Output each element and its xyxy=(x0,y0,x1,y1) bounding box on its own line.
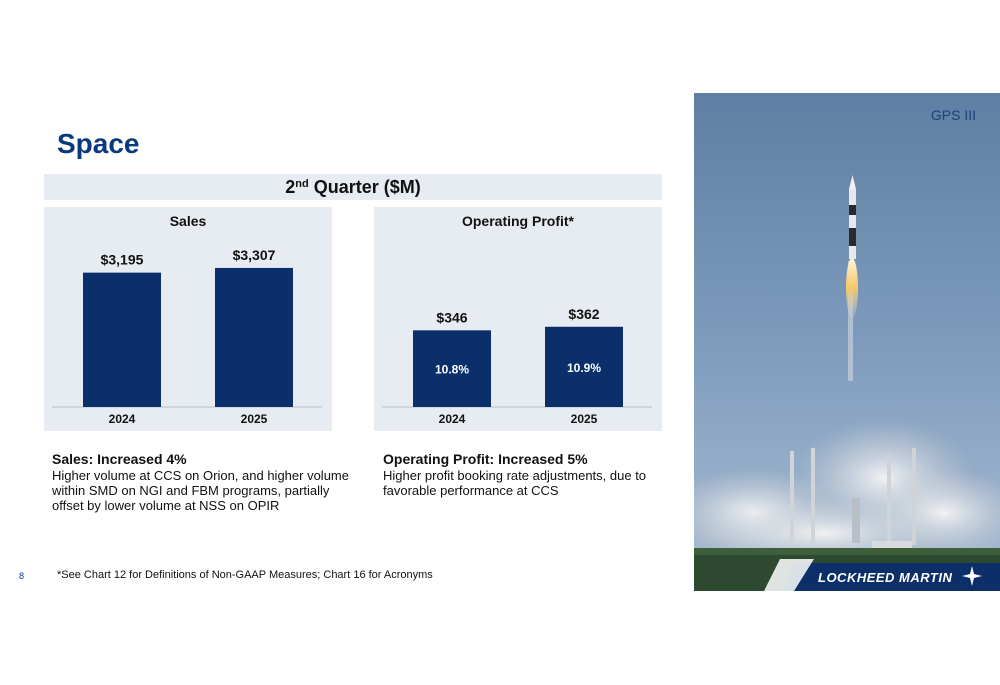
sales-commentary-heading: Sales: Increased 4% xyxy=(52,451,187,467)
chart-title: Sales xyxy=(170,213,207,229)
operating-profit-chart-panel: Operating Profit* $346 10.8% 2024 $362 10.9% 2… xyxy=(374,207,662,431)
operating-profit-chart: Operating Profit* $346 10.8% 2024 $362 10.9% 2… xyxy=(382,213,652,426)
quarter-ordinal-suffix: nd xyxy=(295,178,309,190)
value-label: $3,195 xyxy=(101,252,144,268)
bar-2024 xyxy=(83,272,161,407)
page-title: Space xyxy=(57,128,140,159)
category-label: 2024 xyxy=(109,412,136,426)
sales-commentary-body: Higher volume at CCS on Orion, and highe… xyxy=(52,468,349,513)
category-label: 2025 xyxy=(241,412,268,426)
profit-commentary: Operating Profit: Increased 5% Higher pr… xyxy=(383,451,653,498)
sales-chart-panel: Sales $3,195 2024 $3,307 2025 xyxy=(44,207,332,431)
bar-2025 xyxy=(545,326,623,407)
quarter-number: 2 xyxy=(285,177,296,197)
value-label: $362 xyxy=(568,306,599,322)
page-number: 8 xyxy=(19,571,25,581)
profit-commentary-heading: Operating Profit: Increased 5% xyxy=(383,451,588,467)
footnote: *See Chart 12 for Definitions of Non-GAA… xyxy=(57,569,433,581)
value-label: $3,307 xyxy=(233,247,276,263)
star-logo-icon xyxy=(962,566,982,586)
category-label: 2025 xyxy=(571,412,598,426)
sales-commentary: Sales: Increased 4% Higher volume at CCS… xyxy=(52,451,352,513)
bar-2024 xyxy=(413,330,491,407)
quarter-label: Quarter ($M) xyxy=(308,177,421,197)
rocket-launch-photo: GPS III LOCKHEED MARTIN xyxy=(694,93,1000,591)
margin-label: 10.9% xyxy=(567,361,601,375)
category-label: 2024 xyxy=(439,412,466,426)
value-label: $346 xyxy=(436,309,467,325)
lockheed-martin-logo: LOCKHEED MARTIN xyxy=(818,570,953,585)
chart-title: Operating Profit* xyxy=(462,213,575,229)
sales-chart: Sales $3,195 2024 $3,307 2025 xyxy=(52,213,322,426)
profit-commentary-body: Higher profit booking rate adjustments, … xyxy=(383,468,647,498)
bar-2025 xyxy=(215,267,293,407)
rocket-launch-illustration xyxy=(694,93,1000,591)
margin-label: 10.8% xyxy=(435,363,469,377)
photo-caption: GPS III xyxy=(930,107,976,123)
quarter-header: 2nd Quarter ($M) xyxy=(44,174,662,200)
